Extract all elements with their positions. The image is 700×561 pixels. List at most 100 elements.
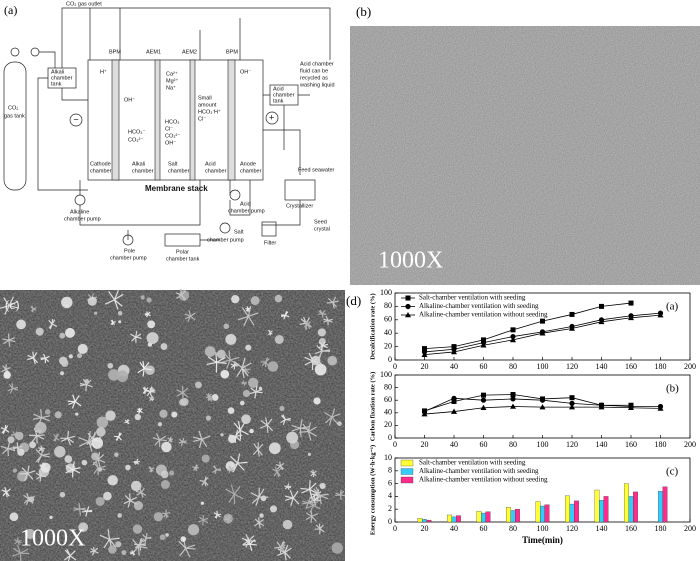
crystal xyxy=(254,517,265,529)
crystal xyxy=(1,487,11,498)
crystal xyxy=(145,365,155,376)
panel-label: (a) xyxy=(4,3,17,17)
x-tick-label: 40 xyxy=(450,524,458,533)
crystal xyxy=(48,318,58,330)
marker xyxy=(480,342,487,348)
crystal xyxy=(125,464,131,471)
label: BPM xyxy=(226,49,238,55)
legend-label: Alkaline-chamber ventilation without see… xyxy=(419,476,548,484)
alkali-tank xyxy=(47,67,77,89)
label: CO₃²⁻ xyxy=(165,133,180,139)
label: amount xyxy=(198,102,217,108)
crystal xyxy=(7,436,15,444)
bar xyxy=(506,507,511,523)
crystal xyxy=(286,431,299,444)
crystal xyxy=(108,545,117,554)
crystal xyxy=(12,468,17,473)
crystal xyxy=(249,385,263,399)
marker xyxy=(569,311,575,317)
marker xyxy=(657,405,664,411)
legend-label: Salt-chamber ventilation with seeding xyxy=(419,294,526,302)
marker xyxy=(451,395,457,401)
y-tick-label: 6 xyxy=(388,478,392,487)
crystal xyxy=(260,357,270,368)
pump xyxy=(122,234,134,246)
diagram: (a) CO₂ gas outlet BPM AEM1 AEM2 BPM CO₂… xyxy=(3,1,335,262)
crystal xyxy=(65,461,81,478)
y-tick-label: 40 xyxy=(384,408,392,417)
x-tick-label: 0 xyxy=(393,440,397,449)
membrane xyxy=(189,59,196,181)
valve xyxy=(10,47,20,57)
crystal xyxy=(144,311,151,318)
crystal xyxy=(99,529,120,550)
filter xyxy=(261,221,277,237)
crystal xyxy=(187,524,200,536)
crystal xyxy=(305,509,319,523)
crystal xyxy=(132,524,143,534)
bar xyxy=(599,500,604,523)
bar xyxy=(417,518,423,523)
label: Salt xyxy=(234,229,244,235)
crystal xyxy=(282,519,293,530)
crystal xyxy=(108,369,120,381)
label: gas tank xyxy=(4,113,25,119)
crystal xyxy=(117,311,123,316)
crystal xyxy=(160,343,168,350)
crystal xyxy=(78,522,89,533)
label: HCO₃⁻ xyxy=(128,129,145,135)
polar-tank xyxy=(164,233,201,247)
label: chamber pump xyxy=(110,255,147,261)
label: AEM1 xyxy=(146,49,161,55)
crystal xyxy=(323,315,333,326)
crystal xyxy=(223,515,232,524)
crystal xyxy=(15,431,24,441)
electrode xyxy=(69,113,83,127)
crystal xyxy=(220,350,240,369)
label: tank xyxy=(51,81,62,87)
crystal xyxy=(175,288,187,301)
crystal xyxy=(130,480,142,492)
marker xyxy=(510,403,516,409)
x-tick-label: 0 xyxy=(393,362,397,371)
bar xyxy=(565,495,570,523)
crystal xyxy=(178,437,187,446)
crystal xyxy=(300,480,318,499)
crystal xyxy=(146,332,159,345)
bar xyxy=(510,510,516,523)
y-tick-label: 100 xyxy=(380,288,392,297)
crystal xyxy=(91,452,100,461)
label: OH⁻ xyxy=(240,69,251,75)
crystal xyxy=(12,544,30,561)
crystal xyxy=(280,414,291,425)
crystal xyxy=(65,327,75,338)
crystal xyxy=(248,377,259,388)
label: chamber xyxy=(168,168,190,174)
crystal xyxy=(314,523,325,535)
crystal xyxy=(198,514,209,526)
magnification: 1000X xyxy=(20,526,85,552)
legend-label: Alkaline-chamber ventilation with seedin… xyxy=(419,467,539,475)
crystal xyxy=(114,452,119,457)
bar xyxy=(485,511,491,523)
crystal xyxy=(13,537,22,546)
crystal xyxy=(284,483,292,490)
label: Cl⁻ xyxy=(165,126,173,132)
crystal xyxy=(53,433,60,442)
crystal xyxy=(0,424,10,434)
legend-swatch xyxy=(400,476,414,484)
marker xyxy=(569,404,575,410)
bar xyxy=(633,491,638,523)
crystal xyxy=(95,496,105,506)
y-tick-label: 8 xyxy=(388,466,392,475)
crystal xyxy=(227,407,235,414)
marker xyxy=(628,404,634,411)
y-tick-label: 2 xyxy=(388,504,392,513)
crystal xyxy=(124,418,130,425)
crystal xyxy=(75,412,79,416)
marker xyxy=(539,404,546,410)
crystal xyxy=(272,466,282,477)
crystal xyxy=(39,462,46,469)
x-tick-label: 20 xyxy=(421,524,429,533)
crystal xyxy=(312,486,329,505)
